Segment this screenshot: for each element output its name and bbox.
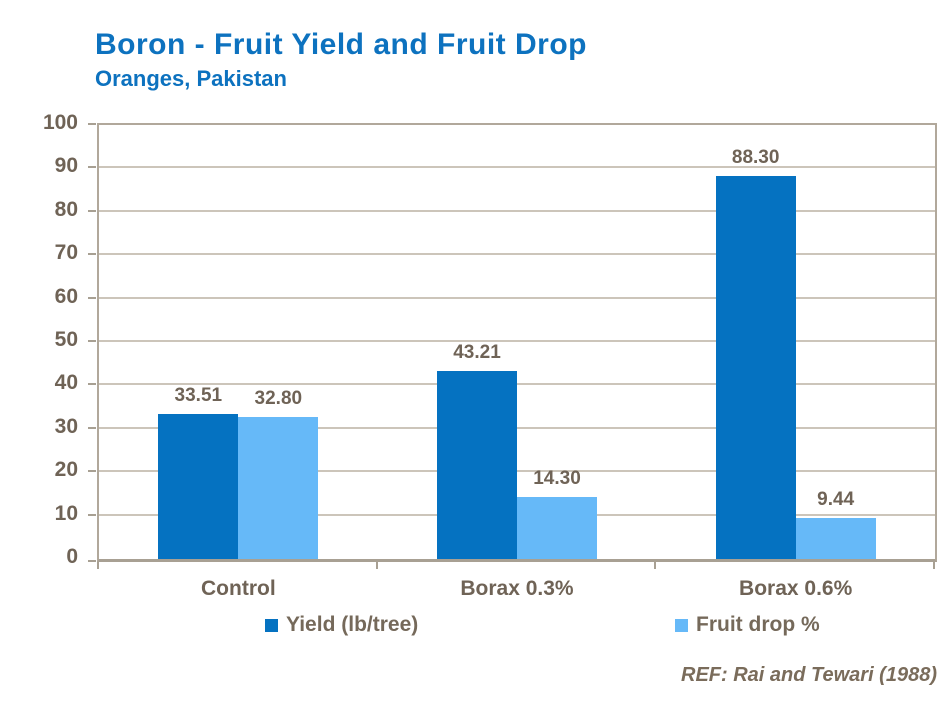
bar-value-label: 33.51: [174, 384, 223, 406]
y-tick-50: [88, 340, 96, 342]
gridline-80: [99, 209, 935, 212]
y-tick-40: [88, 383, 96, 386]
y-tick-label-20: 20: [54, 458, 78, 482]
legend-label-yield: Yield (lb/tree): [286, 613, 419, 636]
gridline-70: [99, 253, 935, 256]
y-tick-label-70: 70: [54, 241, 78, 265]
x-category-label-3: Borax 0.6%: [739, 577, 853, 600]
x-tick-1: [375, 562, 378, 569]
x-category-label-2: Borax 0.3%: [460, 577, 574, 600]
chart-title: Boron - Fruit Yield and Fruit Drop: [95, 28, 587, 61]
y-tick-label-50: 50: [54, 328, 78, 351]
y-tick-0: [88, 560, 96, 562]
y-tick-label-30: 30: [54, 414, 78, 438]
chart-subtitle: Oranges, Pakistan: [95, 66, 287, 91]
y-tick-label-60: 60: [54, 284, 78, 308]
legend-swatch-fruit-drop: [675, 618, 688, 632]
bar-value-label: 88.30: [731, 146, 780, 168]
y-tick-label-0: 0: [66, 545, 78, 568]
gridline-30: [99, 426, 935, 429]
bar-value-label: 9.44: [817, 489, 855, 511]
bar-yield-3: [715, 175, 796, 559]
legend-swatch-yield: [265, 618, 278, 632]
bar-value-label: 14.30: [533, 467, 581, 489]
y-tick-label-100: 100: [42, 111, 78, 134]
y-tick-30: [88, 426, 96, 429]
y-tick-70: [88, 253, 96, 256]
x-tick-2: [654, 562, 657, 569]
bar-value-label: 43.21: [453, 342, 501, 364]
gridline-90: [99, 166, 935, 169]
bar-fruit-drop-3: [795, 518, 876, 559]
gridline-40: [99, 383, 935, 386]
legend-item-fruit-drop: Fruit drop %: [675, 613, 820, 637]
reference-citation: REF: Rai and Tewari (1988): [681, 664, 937, 686]
gridline-20: [99, 470, 935, 473]
bar-value-label: 32.80: [254, 387, 303, 409]
bar-fruit-drop-2: [517, 496, 597, 559]
y-tick-90: [88, 166, 96, 169]
y-tick-label-40: 40: [54, 371, 78, 395]
y-tick-100: [88, 123, 96, 125]
y-tick-60: [88, 296, 96, 299]
x-tick-0: [97, 562, 99, 569]
y-tick-20: [88, 470, 96, 473]
y-tick-label-10: 10: [54, 501, 78, 525]
y-tick-80: [88, 209, 96, 212]
y-tick-10: [88, 513, 96, 516]
x-tick-3: [933, 562, 935, 569]
x-category-label-1: Control: [201, 577, 276, 600]
bar-fruit-drop-1: [238, 416, 319, 559]
gridline-50: [99, 340, 935, 342]
legend-item-yield: Yield (lb/tree): [265, 613, 418, 637]
y-tick-label-90: 90: [54, 154, 78, 178]
legend-label-fruit-drop: Fruit drop %: [696, 613, 820, 636]
plot-area: 33.51 32.80 43.21 14.30 88.30 9.44: [97, 123, 937, 562]
bar-yield-2: [437, 371, 517, 559]
bar-yield-1: [158, 413, 239, 559]
y-tick-label-80: 80: [54, 197, 78, 221]
gridline-60: [99, 296, 935, 299]
